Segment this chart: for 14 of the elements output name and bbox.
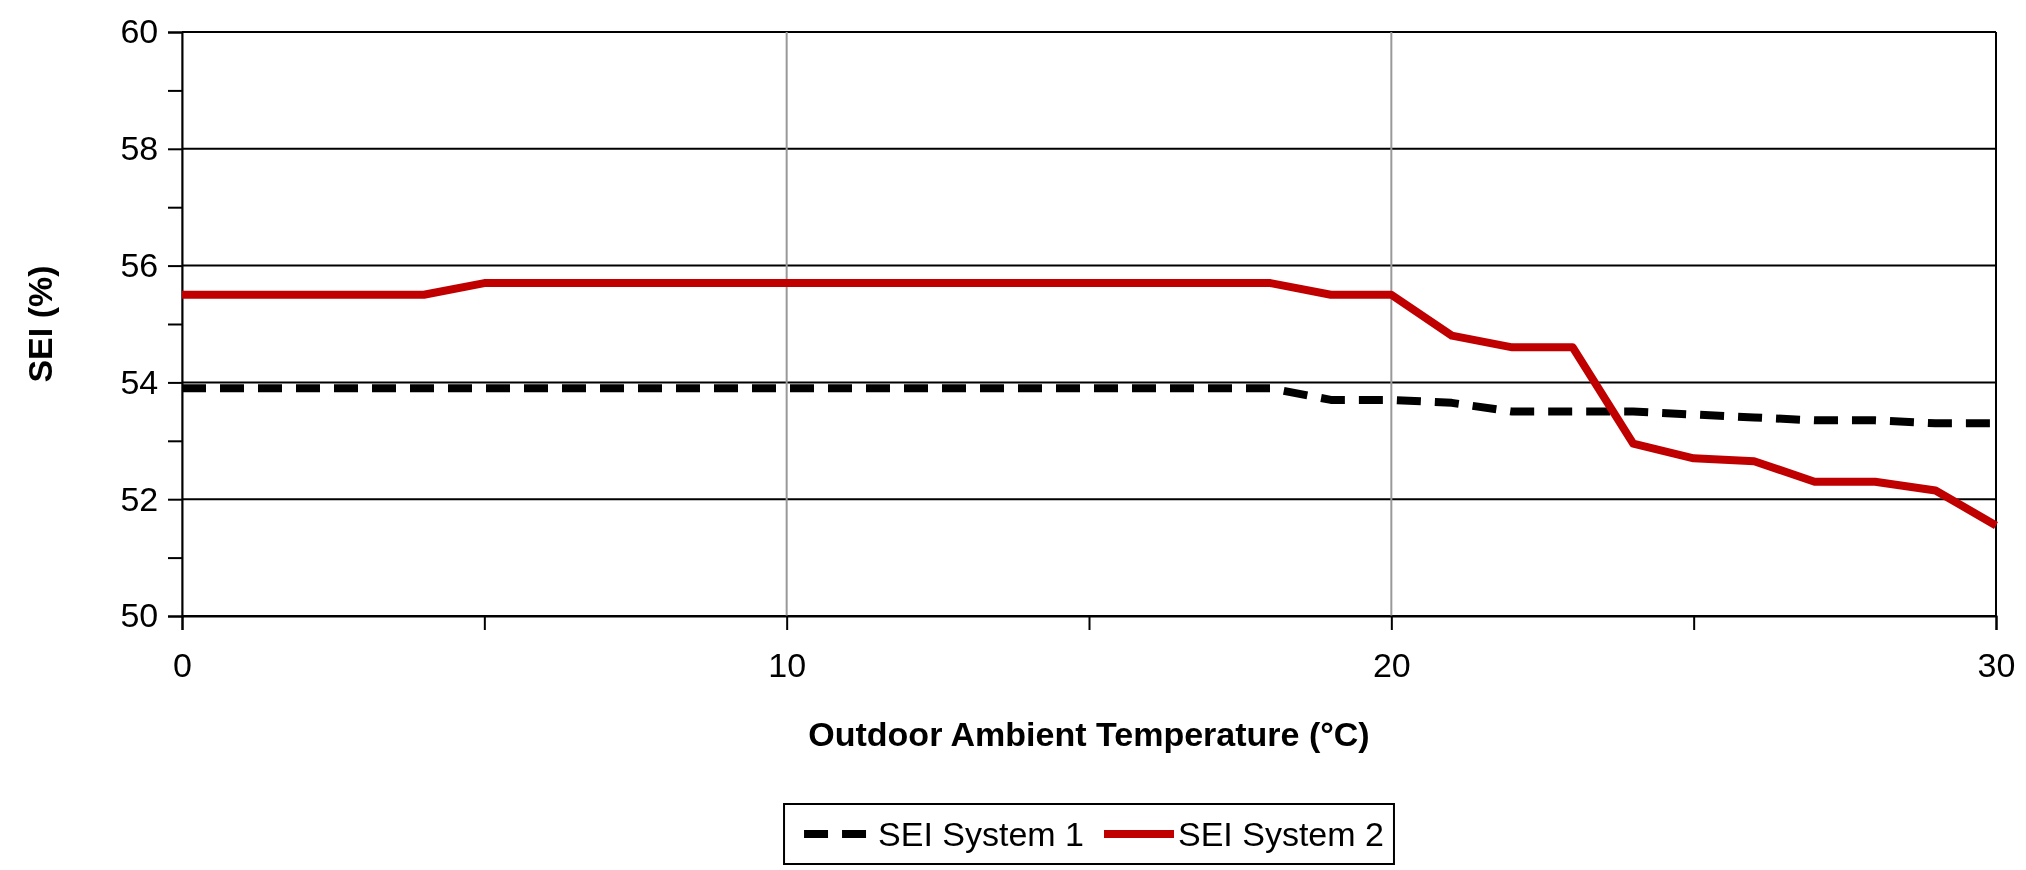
x-axis-title: Outdoor Ambient Temperature (°C) [808,715,1370,753]
x-tick-label: 10 [768,646,807,685]
y-tick-label: 54 [120,362,159,401]
y-tick-label: 56 [120,245,159,284]
legend-label: SEI System 2 [1178,815,1384,853]
y-tick-label: 58 [120,129,159,168]
y-axis-title: SEI (%) [21,265,59,383]
x-tick-label: 30 [1977,646,2016,685]
y-tick-label: 50 [120,596,159,635]
y-tick-label: 52 [120,479,159,518]
x-tick-label: 0 [173,646,192,685]
y-tick-label: 60 [120,12,159,51]
legend-label: SEI System 1 [878,815,1084,853]
x-tick-label: 20 [1372,646,1411,685]
